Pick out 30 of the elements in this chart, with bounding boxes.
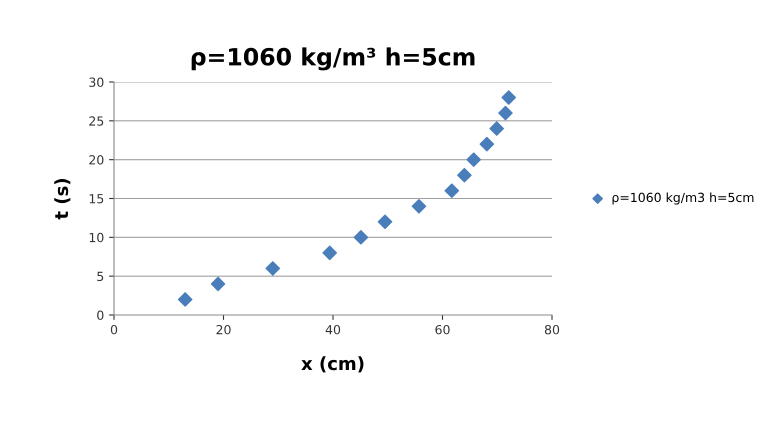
point [498,106,513,120]
chart-title: ρ=1060 kg/m³ h=5cm [192,47,474,70]
point [178,292,192,307]
point [457,168,472,182]
point [354,230,368,245]
point [501,90,516,105]
point [466,152,481,167]
y-tick-label: 0 [97,310,104,320]
point [210,276,226,292]
y-tick-label: 10 [90,232,104,242]
x-tick-label: 60 [435,324,450,334]
point [322,246,337,260]
y-tick-label: 20 [89,155,104,165]
y-tick-label: 25 [89,116,104,126]
point [444,183,460,198]
y-axis-title: t (s) [54,178,70,220]
legend-label: ρ=1060 kg/m3 h=5cm [612,192,754,205]
x-tick-label: 20 [216,324,231,334]
y-tick-label: 30 [89,77,104,87]
point [378,214,392,230]
x-axis-title: x (cm) [301,356,364,372]
point [480,136,494,152]
point [489,121,504,136]
x-tick-label: 80 [544,324,560,334]
y-tick-label: 5 [97,272,104,282]
point [265,261,280,276]
y-tick-label: 15 [90,194,104,204]
x-tick-label: 0 [110,324,118,334]
point [412,198,426,214]
x-tick-label: 40 [326,324,340,334]
